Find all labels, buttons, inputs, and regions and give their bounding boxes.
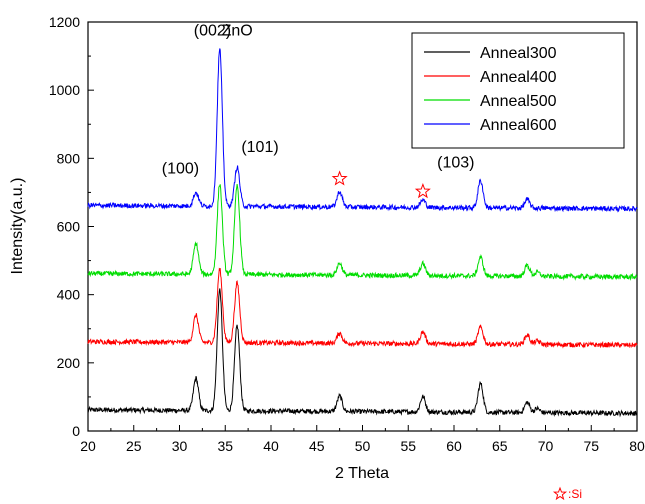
y-tick-label: 0 bbox=[72, 423, 80, 439]
x-tick-label: 75 bbox=[583, 438, 599, 454]
si-star-icon bbox=[331, 170, 348, 186]
x-tick-label: 80 bbox=[629, 438, 645, 454]
x-tick-label: 40 bbox=[263, 438, 279, 454]
series-line-anneal400 bbox=[87, 267, 638, 349]
si-legend: :Si bbox=[552, 486, 582, 501]
x-tick-label: 35 bbox=[217, 438, 233, 454]
y-tick-label: 200 bbox=[57, 355, 81, 371]
si-legend-text: :Si bbox=[568, 487, 582, 501]
peak-label: (100) bbox=[162, 161, 199, 178]
legend-label: Anneal600 bbox=[480, 117, 557, 134]
series-line-anneal600 bbox=[87, 48, 638, 213]
y-tick-label: 600 bbox=[57, 219, 81, 235]
x-tick-label: 55 bbox=[400, 438, 416, 454]
x-tick-label: 60 bbox=[446, 438, 462, 454]
peak-annotations: (100) (002)ZnO (101) (103) bbox=[162, 23, 475, 178]
peak-label: (101) bbox=[241, 139, 278, 156]
x-tick-label: 50 bbox=[355, 438, 371, 454]
y-axis-ticks: 0 200 400 600 800 1000 1200 bbox=[49, 14, 94, 439]
x-axis-ticks: 20 25 30 35 40 45 50 55 60 65 70 75 80 bbox=[80, 425, 645, 454]
x-axis-label: 2 Theta bbox=[335, 465, 389, 482]
series-line-anneal500 bbox=[87, 184, 638, 281]
legend-label: Anneal300 bbox=[480, 45, 557, 62]
x-tick-label: 30 bbox=[172, 438, 188, 454]
peak-label: (002) bbox=[194, 23, 231, 40]
series-curves bbox=[87, 48, 638, 418]
y-axis-label: Intensity(a.u.) bbox=[9, 178, 26, 275]
series-line-anneal300 bbox=[87, 288, 638, 418]
y-tick-label: 1200 bbox=[49, 14, 80, 30]
x-tick-label: 65 bbox=[492, 438, 508, 454]
si-markers bbox=[331, 170, 431, 199]
si-star-icon bbox=[552, 486, 568, 501]
y-tick-label: 800 bbox=[57, 150, 81, 166]
si-star-icon bbox=[414, 182, 431, 199]
legend-label: Anneal500 bbox=[480, 93, 557, 110]
peak-label: (103) bbox=[437, 155, 474, 172]
x-tick-label: 70 bbox=[538, 438, 554, 454]
y-tick-label: 1000 bbox=[49, 82, 80, 98]
y-tick-label: 400 bbox=[57, 287, 81, 303]
x-tick-label: 25 bbox=[126, 438, 142, 454]
peak-label: ZnO bbox=[222, 23, 253, 40]
legend: Anneal300 Anneal400 Anneal500 Anneal600 bbox=[411, 32, 625, 149]
x-tick-label: 45 bbox=[309, 438, 325, 454]
legend-label: Anneal400 bbox=[480, 69, 557, 86]
x-tick-label: 20 bbox=[80, 438, 96, 454]
